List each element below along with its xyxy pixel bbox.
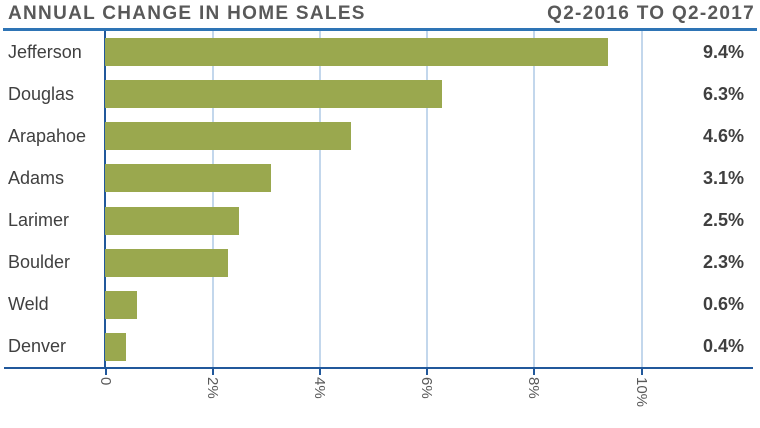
category-label: Denver bbox=[8, 336, 67, 357]
x-tick-label: 4% bbox=[311, 377, 329, 399]
x-tick-label: 0 bbox=[97, 377, 114, 386]
category-label: Larimer bbox=[8, 210, 70, 231]
value-label: 4.6% bbox=[702, 125, 744, 146]
category-label: Boulder bbox=[8, 252, 71, 273]
chart-period: Q2-2016 TO Q2-2017 bbox=[547, 3, 755, 24]
gridline-6% bbox=[426, 31, 429, 368]
category-label: Adams bbox=[8, 167, 65, 188]
plot-area bbox=[105, 31, 753, 368]
value-label: 0.6% bbox=[702, 294, 744, 315]
bar bbox=[105, 80, 443, 109]
x-tick-label: 6% bbox=[418, 377, 436, 399]
x-tick bbox=[533, 369, 536, 375]
bar-row: Adams 3.1% bbox=[0, 157, 760, 199]
x-tick-label: 10% bbox=[632, 377, 650, 408]
x-tick bbox=[426, 369, 429, 375]
x-axis-line bbox=[4, 367, 753, 369]
bar bbox=[105, 122, 352, 151]
bar bbox=[105, 248, 229, 277]
x-tick-label: 8% bbox=[525, 377, 543, 399]
chart-title: ANNUAL CHANGE IN HOME SALES bbox=[8, 3, 366, 24]
value-label: 2.5% bbox=[702, 210, 744, 231]
category-label: Weld bbox=[8, 294, 49, 315]
bar-row: Arapahoe 4.6% bbox=[0, 115, 760, 157]
bar-row: Jefferson 9.4% bbox=[0, 31, 760, 73]
bar bbox=[105, 38, 609, 67]
bar bbox=[105, 290, 138, 319]
title-divider bbox=[3, 28, 757, 31]
bar-row: Denver 0.4% bbox=[0, 326, 760, 368]
category-label: Douglas bbox=[8, 83, 75, 104]
category-label: Jefferson bbox=[8, 41, 82, 62]
value-label: 6.3% bbox=[702, 83, 744, 104]
x-tick bbox=[640, 369, 643, 375]
y-axis-line bbox=[104, 31, 106, 369]
category-label: Arapahoe bbox=[8, 125, 87, 146]
bar-row: Weld 0.6% bbox=[0, 284, 760, 326]
bar bbox=[105, 332, 127, 361]
value-label: 9.4% bbox=[702, 41, 744, 62]
value-label: 3.1% bbox=[702, 167, 744, 188]
gridline-10% bbox=[640, 31, 643, 368]
x-tick-label: 2% bbox=[204, 377, 222, 399]
bar bbox=[105, 206, 239, 235]
x-tick bbox=[105, 369, 107, 375]
bar-row: Larimer 2.5% bbox=[0, 200, 760, 242]
bar-row: Douglas 6.3% bbox=[0, 73, 760, 115]
gridline-8% bbox=[533, 31, 536, 368]
gridline-4% bbox=[319, 31, 322, 368]
gridline-2% bbox=[212, 31, 215, 368]
x-tick bbox=[212, 369, 215, 375]
bar-row: Boulder 2.3% bbox=[0, 242, 760, 284]
value-label: 2.3% bbox=[702, 252, 744, 273]
x-tick bbox=[319, 369, 322, 375]
value-label: 0.4% bbox=[702, 336, 744, 357]
bar bbox=[105, 164, 272, 193]
